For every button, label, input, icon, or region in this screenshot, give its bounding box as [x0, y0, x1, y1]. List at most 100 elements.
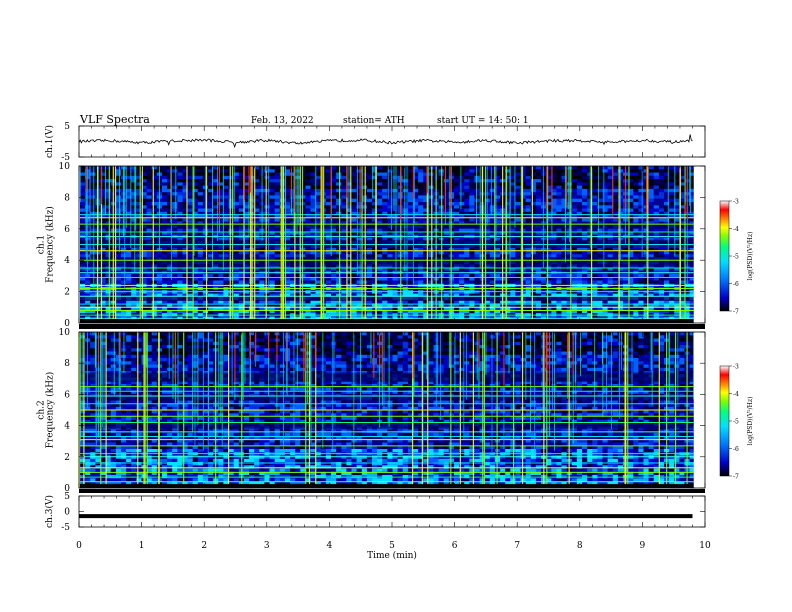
s1-cell [197, 198, 204, 203]
s1-cell [505, 231, 511, 236]
s1-cell [464, 251, 470, 255]
s1-cell [254, 277, 260, 281]
s1-cell [284, 267, 291, 272]
s1-cell [366, 273, 373, 278]
s1-cell [633, 247, 639, 252]
s1-cell [269, 211, 275, 216]
s1-cell [510, 179, 516, 183]
s1-cell [259, 273, 265, 278]
s1-cell [346, 273, 352, 278]
s1-cell [228, 202, 235, 206]
s1-cell [121, 251, 127, 255]
s1-cell [136, 195, 142, 200]
s1-cell [208, 228, 214, 232]
s1-cell [80, 218, 86, 222]
s1-cell [85, 192, 91, 196]
s1-cell [387, 215, 393, 219]
s1-cell [407, 188, 414, 193]
s1-cell [679, 280, 685, 285]
s1-cell [520, 247, 527, 252]
s1-cell [520, 198, 527, 203]
s1-cell [269, 267, 275, 272]
s1-cell [325, 182, 332, 187]
s1-cell [341, 218, 347, 222]
s1-cell [100, 267, 106, 272]
s1-cell [336, 179, 342, 183]
s1-cell [182, 277, 188, 281]
s1-cell [664, 192, 670, 196]
s1-cell [387, 267, 393, 272]
s1-cell [546, 166, 552, 170]
s1-cell [459, 280, 465, 285]
s1-cell [167, 273, 173, 278]
s1-cell [208, 267, 214, 272]
s1-cell [566, 280, 573, 285]
s1-cell [172, 185, 178, 190]
s1-cell [218, 205, 224, 209]
s1-cell [341, 293, 347, 298]
s1-cell [141, 273, 147, 278]
s1-cell [582, 205, 588, 209]
s1-cell [366, 247, 373, 252]
s1-cell [295, 228, 301, 232]
s1-cell [182, 175, 188, 180]
s1-cell [407, 228, 414, 232]
s1-cell [151, 290, 158, 294]
s1-cell [223, 293, 229, 298]
s1-cell [638, 185, 644, 190]
s1-cell [182, 228, 188, 232]
s1-cell [592, 293, 598, 298]
s1-cell [269, 192, 275, 196]
s1-cell [90, 172, 96, 177]
s1-cell [325, 169, 332, 173]
s1-cell [474, 175, 480, 180]
s1-cell [85, 231, 91, 236]
s1-cell [336, 277, 342, 281]
s1-cell [100, 195, 106, 200]
s1-cell [80, 205, 86, 209]
s1-cell [546, 280, 552, 285]
s1-cell [197, 195, 204, 200]
s1-cell [607, 208, 614, 213]
s1-cell [669, 185, 675, 190]
s1-cell [366, 215, 373, 219]
s1-cell [284, 251, 291, 255]
s1-cell [372, 277, 378, 281]
s1-cell [402, 166, 409, 170]
s1-cell [535, 175, 542, 180]
s1-cell [254, 211, 260, 216]
s1-cell [428, 179, 434, 183]
s1-cell [494, 166, 501, 170]
s1-cell [648, 211, 655, 216]
s1-cell [612, 205, 619, 209]
s1-cell [213, 251, 219, 255]
s1-cell [520, 277, 527, 281]
s1-cell [664, 198, 670, 203]
s1-cell [474, 188, 480, 193]
s1-cell [177, 267, 183, 272]
s1-cell [356, 277, 363, 281]
s1-cell [418, 166, 424, 170]
s1-cell [177, 182, 183, 187]
s1-cell [638, 211, 644, 216]
s1-cell [167, 169, 173, 173]
s1-cell [290, 231, 296, 236]
s1-cell [264, 169, 270, 173]
s1-cell [407, 208, 414, 213]
s1-cell [177, 179, 183, 183]
s1-cell [556, 169, 562, 173]
s1-cell [243, 202, 250, 206]
s1-cell [607, 198, 614, 203]
s1-cell [556, 202, 562, 206]
s1-cell [341, 185, 347, 190]
s1-cell [484, 231, 491, 236]
s1-cell [361, 254, 368, 258]
s1-cell [387, 166, 393, 170]
s1-cell [454, 218, 460, 222]
s1-cell [331, 251, 337, 255]
s1-cell [561, 179, 567, 183]
s1-cell [407, 202, 414, 206]
s1-cell [510, 273, 516, 278]
s1-cell [402, 195, 409, 200]
s1-cell [361, 277, 368, 281]
